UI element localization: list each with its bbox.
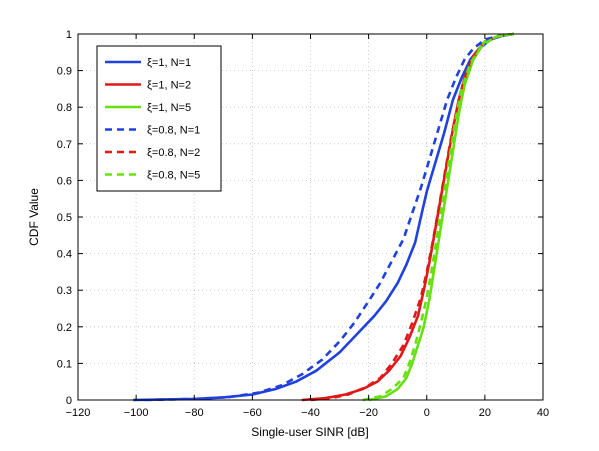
axis-ticks: −120 −100 −80 −60 −40 −20 0 20 40 0 0.1 0.2 0.3 0.4 0.… xyxy=(57,29,549,419)
x-tick-label: 40 xyxy=(537,407,549,419)
series-layer xyxy=(133,32,515,402)
legend-label: ξ=1, N=2 xyxy=(147,80,191,92)
y-tick-label: 0.3 xyxy=(57,285,72,297)
series-line-1 xyxy=(133,32,515,402)
y-tick-label: 0.1 xyxy=(57,358,72,370)
y-tick-label: 0.6 xyxy=(57,175,72,187)
x-tick-label: −100 xyxy=(124,407,149,419)
x-tick-label: −20 xyxy=(359,407,378,419)
y-tick-label: 0.5 xyxy=(57,212,72,224)
y-tick-label: 0.2 xyxy=(57,322,72,334)
legend-label: ξ=0.8, N=2 xyxy=(147,147,200,159)
legend: ξ=1, N=1 ξ=1, N=2 ξ=1, N=5 ξ=0.8, N=1 ξ=0.8,… xyxy=(96,45,222,192)
x-tick-label: −80 xyxy=(185,407,204,419)
x-tick-label: 0 xyxy=(424,407,430,419)
x-tick-label: −120 xyxy=(66,407,91,419)
x-tick-label: −60 xyxy=(243,407,262,419)
y-axis-label: CDF Value xyxy=(27,188,41,246)
y-tick-label: 0 xyxy=(66,395,72,407)
x-tick-label: 20 xyxy=(479,407,491,419)
legend-label: ξ=1, N=5 xyxy=(147,102,191,114)
y-tick-label: 1 xyxy=(66,29,72,41)
y-tick-label: 0.9 xyxy=(57,66,72,78)
y-tick-label: 0.4 xyxy=(57,249,72,261)
legend-label: ξ=0.8, N=5 xyxy=(147,170,200,182)
legend-label: ξ=1, N=1 xyxy=(147,57,191,69)
series-line-6 xyxy=(362,32,515,402)
x-axis-label: Single-user SINR [dB] xyxy=(251,425,368,439)
legend-label: ξ=0.8, N=1 xyxy=(147,125,200,137)
series-line-4 xyxy=(144,32,515,402)
series-line-2 xyxy=(301,32,515,402)
x-tick-label: −40 xyxy=(301,407,320,419)
grid-lines xyxy=(78,34,543,400)
legend-box xyxy=(96,45,222,192)
y-tick-label: 0.7 xyxy=(57,139,72,151)
y-tick-label: 0.8 xyxy=(57,102,72,114)
